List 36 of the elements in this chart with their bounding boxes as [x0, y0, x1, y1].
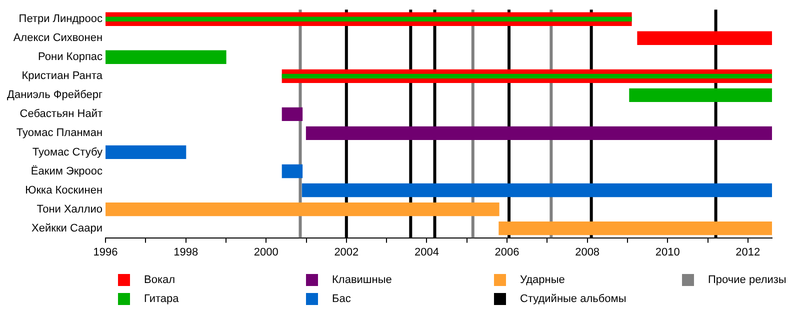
y-tick-label: Даниэль Фрейберг [7, 89, 103, 102]
x-tick-label: 2000 [254, 246, 278, 258]
bar [282, 164, 303, 178]
y-tick-label: Кристиан Ранта [22, 70, 104, 82]
y-tick-label: Юкка Коскинен [25, 184, 103, 196]
legend-label: Бас [332, 292, 351, 304]
legend-label: Ударные [520, 274, 565, 286]
x-tick-label: 1996 [93, 246, 118, 258]
bar [282, 107, 303, 122]
x-tick-label: 2012 [736, 246, 760, 258]
bar [306, 126, 772, 140]
y-tick-label: Хейкки Саари [32, 222, 103, 234]
legend-label: Студийные альбомы [520, 292, 626, 304]
y-tick-label: Рони Корпас [38, 51, 104, 64]
bar [302, 183, 772, 198]
legend-label: Клавишные [332, 274, 392, 286]
y-tick-label: Туомас Планман [16, 127, 103, 140]
legend-label: Прочие релизы [708, 274, 786, 286]
x-tick-label: 2006 [494, 246, 520, 258]
bar [106, 145, 186, 160]
x-tick-label: 2002 [334, 246, 359, 258]
y-tick-label: Алекси Сихвонен [13, 32, 103, 44]
y-tick-label: Петри Линдроос [18, 13, 104, 26]
bar [106, 202, 500, 216]
y-tick-label: Туомас Стубу [32, 146, 104, 158]
x-tick-label: 2010 [655, 246, 680, 258]
x-tick-label: 1998 [174, 246, 198, 258]
y-tick-label: Себастьян Найт [20, 108, 103, 120]
bar [498, 221, 772, 236]
legend-label: Вокал [144, 274, 176, 286]
x-tick-label: 2008 [575, 246, 600, 258]
bar [637, 31, 772, 45]
legend-label: Гитара [144, 292, 179, 304]
x-tick-label: 2004 [414, 246, 439, 258]
y-tick-label: Ёаким Экроос [30, 164, 104, 178]
y-tick-label: Тони Халлио [36, 203, 103, 216]
